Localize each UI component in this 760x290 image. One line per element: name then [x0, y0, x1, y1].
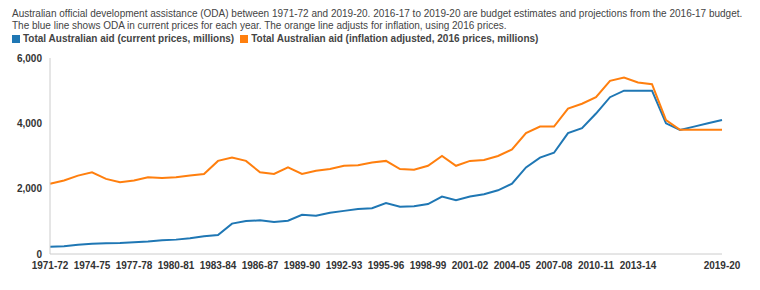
svg-text:1989-90: 1989-90 — [284, 260, 321, 271]
html-text:Total Australian aid (inflatio: Total Australian aid (inflation adjusted… — [251, 33, 539, 44]
svg-text:1983-84: 1983-84 — [200, 260, 237, 271]
svg-text:1992-93: 1992-93 — [326, 260, 363, 271]
svg-text:4,000: 4,000 — [17, 118, 42, 129]
svg-text:2013-14: 2013-14 — [620, 260, 657, 271]
svg-text:1986-87: 1986-87 — [242, 260, 279, 271]
html-text:Total Australian aid (current: Total Australian aid (current prices, mi… — [23, 33, 235, 44]
svg-text:2019-20: 2019-20 — [704, 260, 741, 271]
svg-text:1980-81: 1980-81 — [158, 260, 195, 271]
svg-text:2010-11: 2010-11 — [578, 260, 615, 271]
svg-text:2004-05: 2004-05 — [494, 260, 531, 271]
svg-text:2,000: 2,000 — [17, 183, 42, 194]
svg-text:1974-75: 1974-75 — [74, 260, 111, 271]
svg-text:6,000: 6,000 — [17, 53, 42, 64]
html-text:Australian official developmen: Australian official development assistan… — [12, 8, 743, 31]
svg-text:0: 0 — [36, 249, 42, 260]
svg-text:1971-72: 1971-72 — [32, 260, 69, 271]
svg-text:1998-99: 1998-99 — [410, 260, 447, 271]
svg-text:2001-02: 2001-02 — [452, 260, 489, 271]
svg-text:2007-08: 2007-08 — [536, 260, 573, 271]
svg-text:1995-96: 1995-96 — [368, 260, 405, 271]
svg-text:1977-78: 1977-78 — [116, 260, 153, 271]
